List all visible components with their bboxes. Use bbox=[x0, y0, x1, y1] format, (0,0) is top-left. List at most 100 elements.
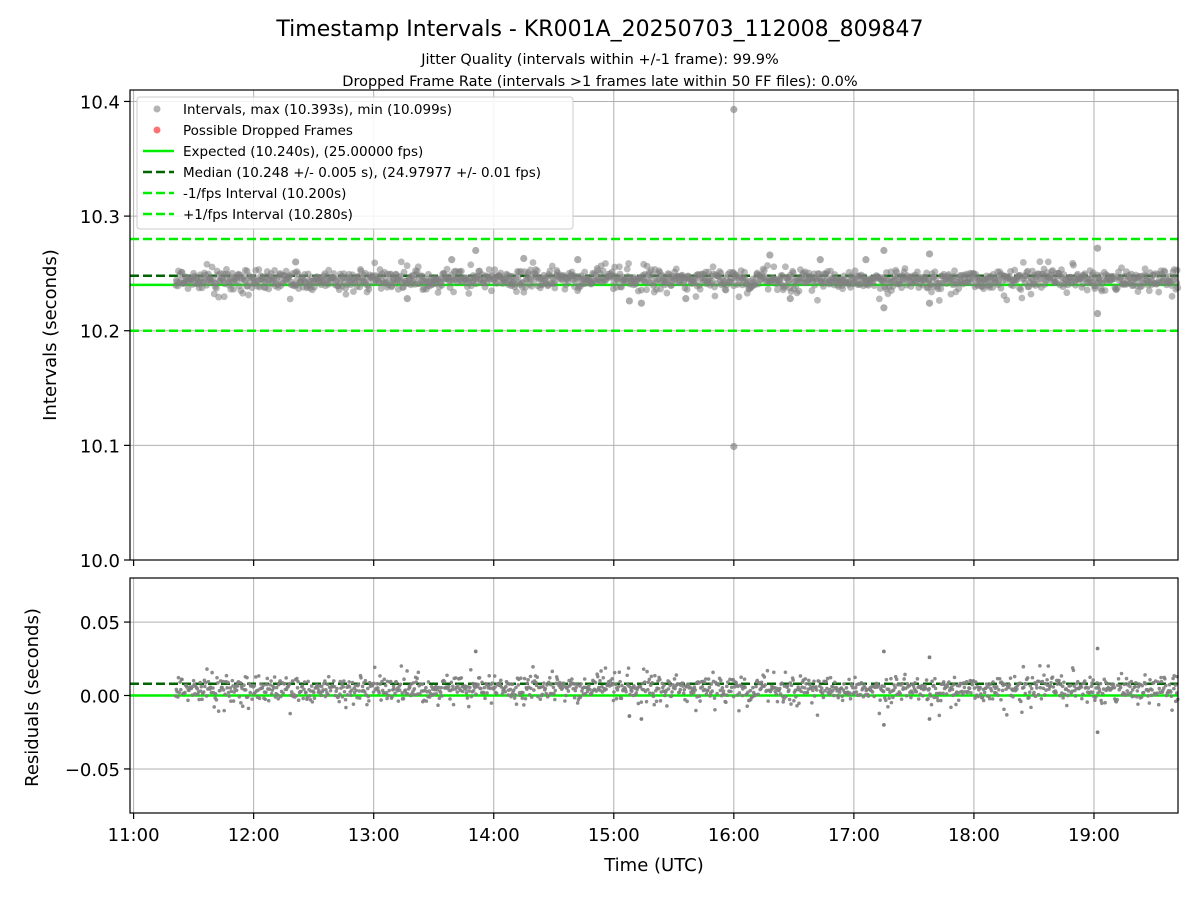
residual-point bbox=[794, 695, 798, 699]
residual-point bbox=[858, 692, 863, 697]
residual-point bbox=[978, 685, 982, 690]
interval-point bbox=[795, 287, 803, 295]
residual-point bbox=[668, 683, 672, 688]
interval-point bbox=[1018, 294, 1026, 302]
interval-point bbox=[663, 289, 671, 297]
residual-point bbox=[186, 698, 190, 703]
residual-point bbox=[754, 684, 758, 689]
residual-point bbox=[1095, 681, 1099, 685]
residual-point bbox=[245, 675, 249, 680]
residual-point bbox=[642, 680, 647, 684]
residual-point bbox=[321, 688, 326, 692]
residual-point bbox=[685, 699, 689, 704]
interval-point bbox=[1173, 266, 1181, 274]
residual-point bbox=[525, 681, 530, 686]
residual-point bbox=[989, 688, 994, 693]
residual-point bbox=[363, 690, 367, 694]
residual-point bbox=[319, 693, 324, 698]
residual-point bbox=[453, 676, 458, 680]
interval-point bbox=[184, 285, 192, 293]
residual-point bbox=[973, 696, 977, 700]
legend-label-intervals: Intervals, max (10.393s), min (10.099s) bbox=[183, 102, 452, 118]
legend-item-expected: Expected (10.240s), (25.00000 fps) bbox=[143, 144, 423, 160]
interval-point bbox=[914, 268, 921, 276]
residual-point bbox=[825, 676, 830, 681]
residual-point bbox=[349, 693, 353, 698]
residual-point bbox=[281, 691, 285, 695]
residual-point bbox=[1042, 673, 1046, 677]
residual-point bbox=[740, 693, 745, 698]
residual-point bbox=[785, 683, 790, 688]
residual-point bbox=[918, 692, 923, 697]
residual-point bbox=[185, 685, 189, 689]
interval-point bbox=[717, 269, 725, 277]
residual-point bbox=[295, 685, 300, 690]
residual-point bbox=[680, 681, 685, 685]
residual-point bbox=[973, 680, 978, 684]
interval-point bbox=[220, 293, 228, 301]
residual-point bbox=[366, 686, 370, 691]
residual-point bbox=[275, 693, 280, 697]
residual-point bbox=[620, 683, 624, 688]
residual-point bbox=[682, 687, 687, 692]
residual-point bbox=[847, 677, 851, 682]
residual-point bbox=[804, 681, 808, 686]
interval-point bbox=[774, 286, 781, 294]
residual-point bbox=[739, 675, 743, 679]
interval-point bbox=[371, 259, 379, 267]
intervals-y-tick-label: 10.0 bbox=[80, 551, 120, 572]
residual-point bbox=[299, 689, 303, 694]
residual-point bbox=[1012, 674, 1017, 679]
residual-point bbox=[574, 685, 578, 690]
residual-point bbox=[817, 679, 821, 684]
residual-point bbox=[658, 677, 662, 682]
residual-point bbox=[252, 684, 257, 688]
residual-point bbox=[932, 683, 936, 688]
residual-point bbox=[697, 694, 702, 698]
residual-point bbox=[415, 676, 420, 681]
interval-point bbox=[691, 277, 699, 284]
residual-point bbox=[1034, 683, 1039, 687]
residual-point bbox=[597, 685, 601, 690]
residual-point bbox=[802, 686, 807, 690]
residual-point bbox=[427, 695, 432, 699]
interval-point bbox=[1141, 265, 1149, 273]
residual-point bbox=[490, 681, 495, 685]
residual-point bbox=[636, 701, 641, 706]
residual-point bbox=[952, 675, 957, 680]
interval-point bbox=[377, 285, 385, 292]
residual-point bbox=[909, 695, 913, 700]
residual-point bbox=[1141, 690, 1146, 695]
residual-point bbox=[726, 680, 730, 684]
residual-point bbox=[234, 688, 239, 693]
residual-point bbox=[1070, 689, 1074, 694]
residual-point bbox=[440, 694, 444, 698]
residual-point bbox=[624, 689, 628, 694]
interval-point bbox=[438, 281, 446, 289]
residual-point bbox=[704, 692, 709, 696]
residual-point bbox=[204, 694, 209, 698]
residuals-y-tick-label: 0.00 bbox=[80, 687, 120, 708]
residual-point bbox=[304, 690, 308, 695]
residual-point bbox=[840, 698, 845, 703]
residual-point bbox=[960, 689, 964, 694]
interval-point bbox=[491, 266, 499, 274]
residual-point bbox=[933, 676, 937, 681]
residual-point bbox=[269, 692, 274, 696]
residual-point bbox=[377, 690, 381, 695]
residual-point bbox=[610, 677, 614, 681]
residual-point bbox=[759, 680, 764, 685]
residual-point bbox=[1098, 681, 1103, 686]
residual-point bbox=[672, 677, 677, 681]
residual-point bbox=[465, 696, 470, 700]
residual-point bbox=[961, 692, 965, 697]
interval-point bbox=[937, 285, 945, 293]
residual-point bbox=[1173, 683, 1178, 687]
residual-point bbox=[407, 685, 412, 690]
residual-point bbox=[1018, 681, 1022, 685]
residual-point bbox=[1059, 674, 1064, 678]
residual-point bbox=[469, 694, 474, 699]
residual-point bbox=[595, 674, 600, 679]
residual-point bbox=[949, 705, 953, 710]
residual-point bbox=[1134, 681, 1138, 685]
